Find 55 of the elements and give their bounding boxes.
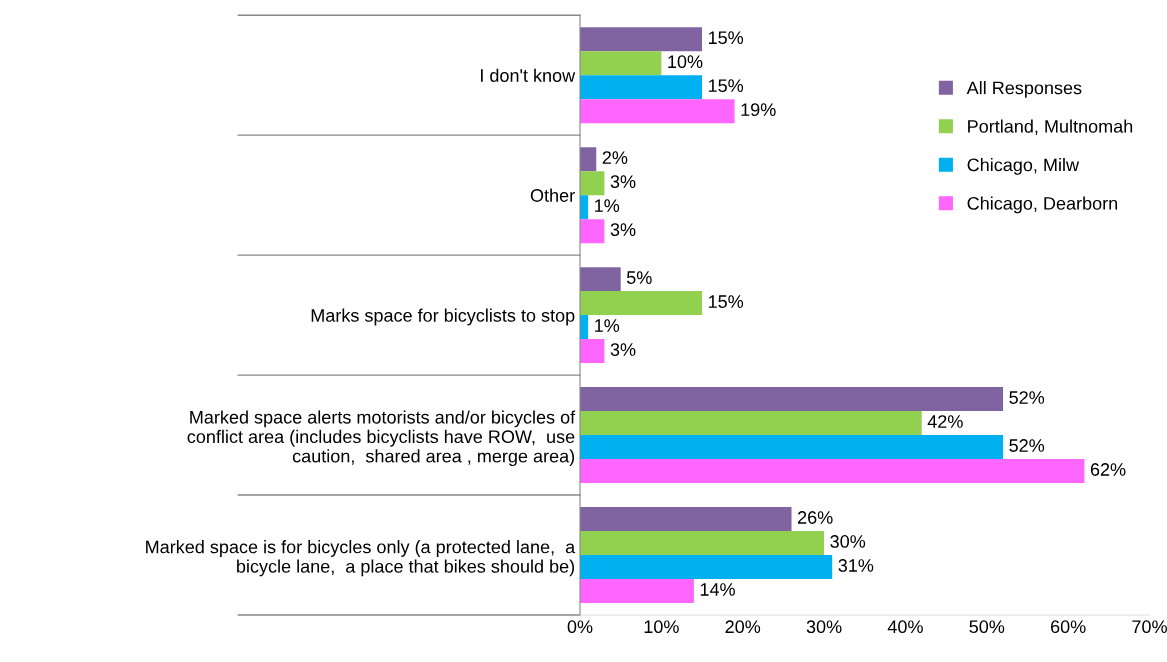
bar xyxy=(580,291,703,316)
data-label: 1% xyxy=(595,319,620,332)
data-label: 2% xyxy=(602,151,628,164)
bar xyxy=(580,435,1004,460)
data-label: 52% xyxy=(1009,439,1045,452)
bar xyxy=(580,555,833,580)
y-tick-label: Marks space for bicyclists to stop xyxy=(311,308,575,326)
x-tick-label: 40% xyxy=(887,620,923,634)
bar xyxy=(580,531,825,556)
data-label: 3% xyxy=(610,223,636,236)
y-tick-label: Other xyxy=(530,188,575,202)
bar xyxy=(580,267,621,292)
x-tick-label: 30% xyxy=(806,620,842,634)
data-label: 15% xyxy=(708,79,744,93)
data-label: 19% xyxy=(741,103,776,117)
y-tick-label: Marked space is for bicycles only (a protected lane, a bicycle lane, a place that bikes should be) xyxy=(146,540,576,577)
data-label: 5% xyxy=(626,271,652,284)
data-label: 42% xyxy=(927,415,963,428)
y-tick-label: I don't know xyxy=(481,68,576,82)
data-label: 62% xyxy=(1090,463,1126,476)
x-tick-label: 50% xyxy=(969,620,1005,634)
data-label: 3% xyxy=(610,343,636,356)
data-label: 14% xyxy=(700,583,735,596)
data-label: 31% xyxy=(838,559,874,572)
data-label: 1% xyxy=(595,199,620,212)
data-label: 10% xyxy=(668,55,703,69)
bar xyxy=(580,579,694,603)
bar xyxy=(580,459,1085,484)
bar xyxy=(580,171,605,196)
x-tick-label: 60% xyxy=(1050,620,1086,634)
bar xyxy=(580,507,792,532)
data-label: 26% xyxy=(797,511,833,524)
y-tick-label: Marked space alerts motorists and/or bicycles of conflict area (includes bicyclists have ROW, use caution, shared area , merge area) xyxy=(187,410,576,467)
bar xyxy=(580,27,703,52)
bar xyxy=(580,75,703,100)
legend-label: Portland, Multnomah xyxy=(968,119,1133,135)
legend-label: Chicago, Milw xyxy=(967,158,1080,175)
bar xyxy=(580,147,597,172)
bar xyxy=(580,99,735,124)
data-label: 15% xyxy=(708,31,744,45)
bar xyxy=(580,411,922,436)
x-tick-label: 20% xyxy=(725,620,761,634)
data-label: 15% xyxy=(708,295,744,308)
bar xyxy=(580,339,605,364)
legend-label: All Responses xyxy=(966,81,1082,98)
x-tick-label: 0% xyxy=(567,620,593,634)
legend-label: Chicago, Dearborn xyxy=(967,196,1118,214)
x-tick-label: 70% xyxy=(1132,620,1167,634)
data-label: 3% xyxy=(610,175,636,189)
data-label: 30% xyxy=(830,535,866,548)
bar xyxy=(580,219,605,244)
x-tick-label: 10% xyxy=(644,620,679,634)
bar xyxy=(580,387,1004,412)
bar xyxy=(580,51,662,76)
data-label: 52% xyxy=(1009,391,1045,404)
